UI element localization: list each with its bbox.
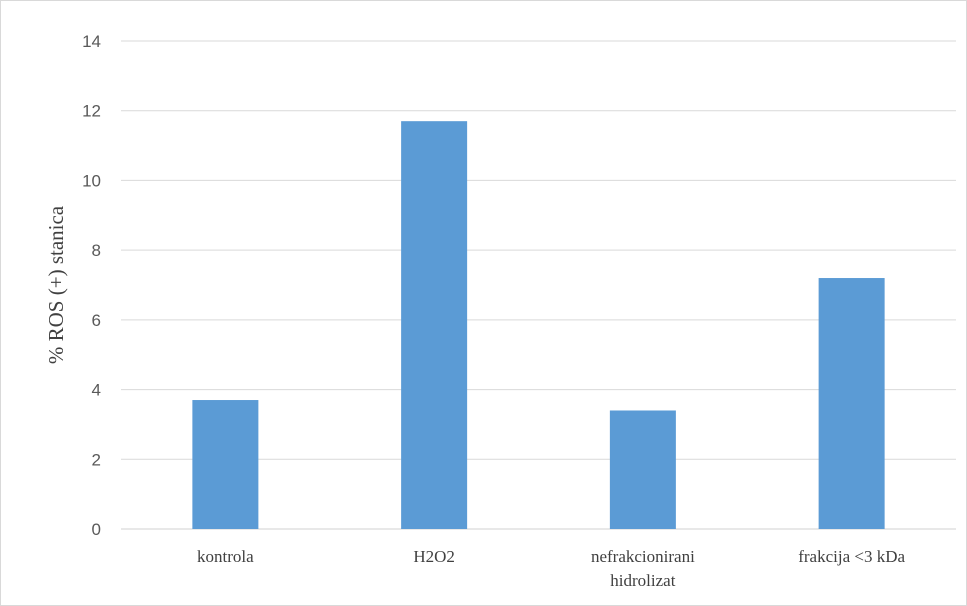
gridlines [121,40,956,530]
x-category-label: nefrakcionirani hidrolizat [591,547,695,590]
x-category-label: frakcija <3 kDa [798,547,905,566]
y-tick-label: 12 [82,102,101,121]
y-tick-label: 2 [92,450,101,469]
y-tick-labels: 0 2 4 6 8 10 12 14 [82,32,101,539]
bar [192,400,259,529]
bars [192,121,885,530]
y-tick-label: 14 [82,32,101,51]
bar [818,278,885,529]
bar [401,121,468,530]
x-category-label: H2O2 [413,547,455,566]
y-axis-title: % ROS (+) stanica [44,205,68,364]
y-tick-label: 4 [92,381,101,400]
bar [609,410,676,529]
y-tick-label: 8 [92,241,101,260]
y-tick-label: 10 [82,171,101,190]
y-tick-label: 0 [92,520,101,539]
x-category-label: kontrola [197,547,254,566]
x-category-labels: kontrola H2O2 nefrakcionirani hidrolizat fra… [197,547,905,590]
y-tick-label: 6 [92,311,101,330]
